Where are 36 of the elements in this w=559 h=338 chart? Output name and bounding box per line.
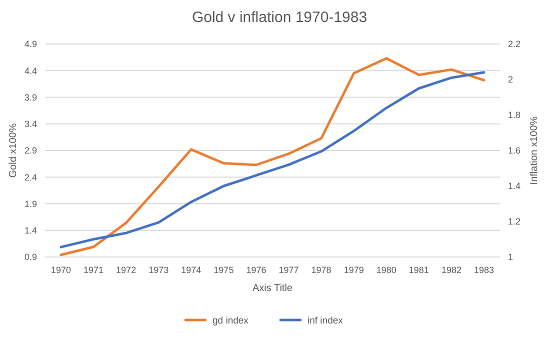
legend-label: gd index [212,315,249,326]
y-tick-label: 3.9 [24,92,37,102]
x-tick-label: 1975 [214,265,234,275]
x-tick-label: 1978 [311,265,332,275]
x-tick-label: 1974 [181,265,202,275]
y2-axis-title: Inflation x100% [529,116,540,185]
x-tick-label: 1979 [344,265,364,275]
y2-tick-label: 1.4 [508,181,521,192]
y2-tick-label: 2 [508,74,514,85]
y-tick-label: 2.4 [24,172,37,182]
y-tick-label: 1.4 [24,226,37,236]
y-tick-label: 4.4 [24,66,37,76]
legend-label: inf index [308,315,344,326]
y-axis-title: Gold x100% [8,123,19,178]
y-tick-label: 3.4 [24,119,37,130]
x-axis-title: Axis Title [252,283,293,294]
x-tick-label: 1983 [474,265,494,275]
y2-tick-label: 2.2 [508,39,521,50]
x-tick-label: 1981 [408,265,429,275]
x-tick-label: 1982 [441,265,462,275]
x-tick-label: 1976 [246,265,266,275]
y2-tick-label: 1.2 [508,216,521,227]
y2-tick-label: 1.8 [508,110,521,120]
x-tick-label: 1972 [116,265,136,275]
y2-tick-label: 1.6 [508,146,521,156]
y-tick-label: 2.9 [24,146,37,156]
x-tick-label: 1977 [278,265,299,275]
y-tick-label: 4.9 [24,39,37,50]
y-tick-label: 0.9 [24,252,37,262]
x-tick-label: 1971 [84,265,104,275]
x-tick-label: 1980 [376,265,396,275]
x-tick-label: 1973 [148,265,169,275]
x-tick-label: 1970 [50,265,72,275]
chart-title: Gold v inflation 1970-1983 [192,9,368,26]
y-tick-label: 1.9 [24,198,37,209]
y2-tick-label: 1 [508,252,514,262]
